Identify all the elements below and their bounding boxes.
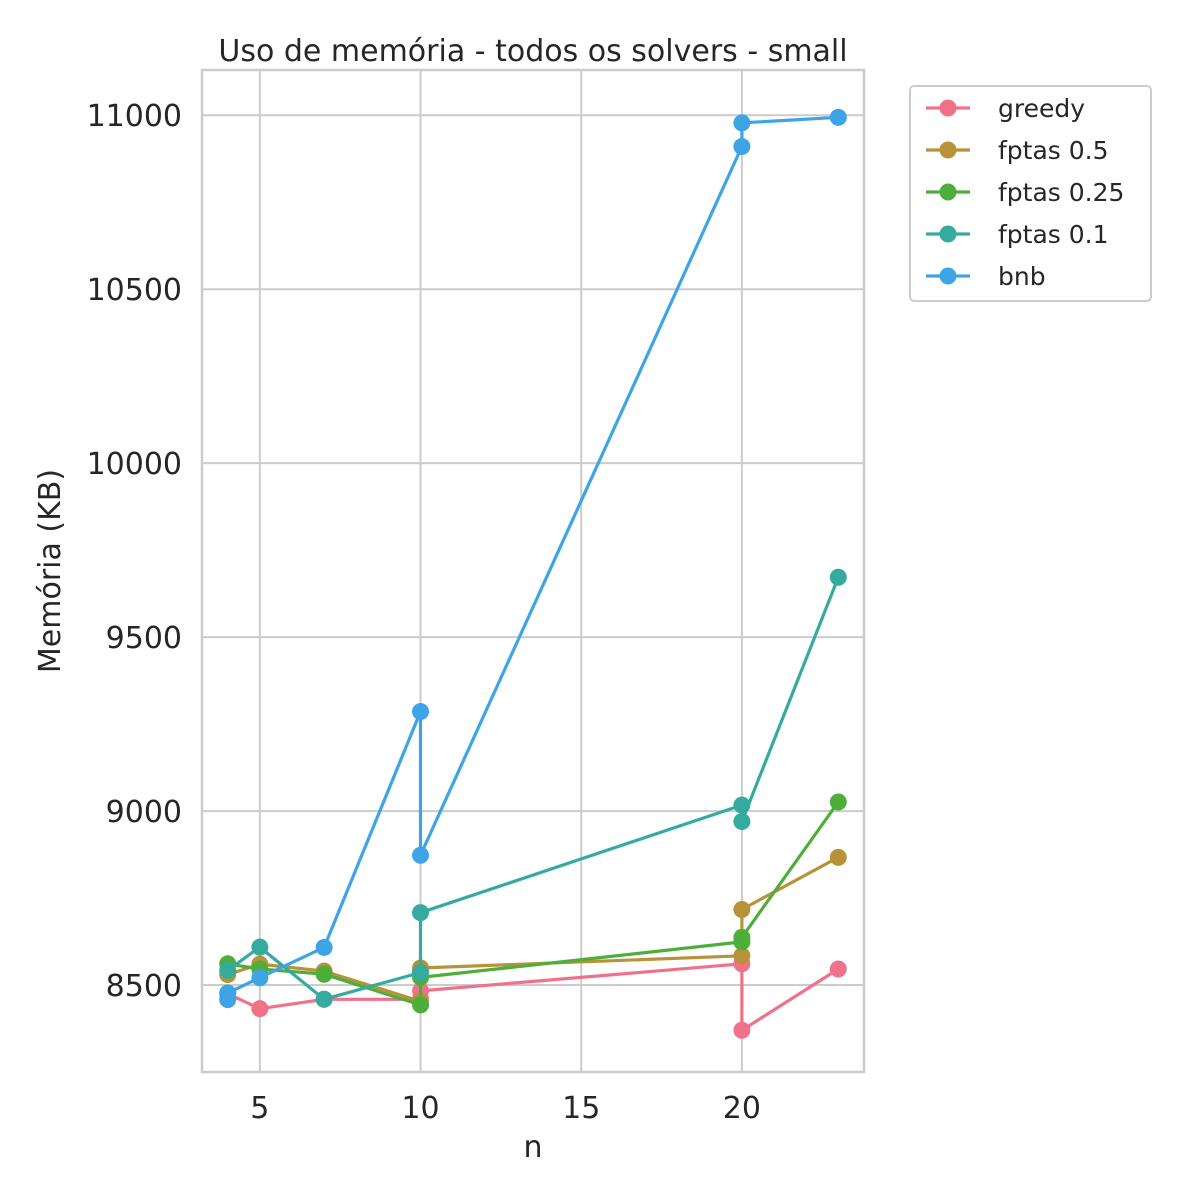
data-point — [219, 984, 237, 1002]
series-greedy — [219, 955, 847, 1039]
data-point — [315, 965, 333, 983]
legend-entry: fptas 0.5 — [926, 136, 1109, 165]
data-point — [829, 848, 847, 866]
data-point — [733, 138, 751, 156]
data-point — [733, 1021, 751, 1039]
y-tick-label: 8500 — [106, 969, 182, 1004]
y-tick-label: 11000 — [87, 99, 182, 134]
data-point — [829, 793, 847, 811]
data-point — [829, 108, 847, 126]
legend-marker — [939, 141, 957, 159]
chart-title: Uso de memória - todos os solvers - smal… — [218, 34, 847, 69]
x-tick-label: 10 — [401, 1091, 439, 1126]
data-point — [412, 963, 430, 981]
x-tick-label: 20 — [723, 1091, 761, 1126]
data-point — [829, 568, 847, 586]
data-point — [219, 961, 237, 979]
plot-frame — [200, 68, 866, 1074]
legend-entry: fptas 0.25 — [926, 178, 1124, 207]
data-point — [251, 1000, 269, 1018]
legend-marker — [939, 99, 957, 117]
data-point — [412, 904, 430, 922]
series-bnb — [219, 108, 847, 1009]
data-point — [733, 901, 751, 919]
x-tick-labels: 5 10 15 20 — [250, 1091, 761, 1126]
series-fptas-0-1 — [219, 568, 847, 1008]
series-fptas-0-5 — [219, 848, 847, 1010]
legend-marker — [939, 183, 957, 201]
data-point — [733, 928, 751, 946]
data-point — [829, 960, 847, 978]
y-tick-label: 10500 — [87, 273, 182, 308]
legend: greedy fptas 0.5 fptas 0.25 fptas 0.1 bnb — [909, 85, 1152, 302]
series-layer — [219, 108, 847, 1039]
data-point — [315, 938, 333, 956]
x-tick-label: 5 — [250, 1091, 269, 1126]
legend-marker — [939, 267, 957, 285]
x-axis-label: n — [523, 1130, 542, 1165]
data-point — [412, 996, 430, 1014]
data-point — [733, 114, 751, 132]
y-tick-label: 10000 — [87, 447, 182, 482]
y-tick-label: 9000 — [106, 795, 182, 830]
data-point — [251, 969, 269, 987]
series-line — [226, 115, 840, 1002]
legend-label: greedy — [998, 94, 1085, 123]
y-tick-labels: 8500 9000 9500 10000 10500 11000 — [87, 99, 182, 1004]
data-point — [251, 938, 269, 956]
y-tick-label: 9500 — [106, 621, 182, 656]
legend-label: fptas 0.25 — [998, 178, 1124, 207]
legend-entry: bnb — [926, 262, 1046, 291]
legend-label: fptas 0.1 — [998, 220, 1109, 249]
legend-entry: greedy — [926, 94, 1085, 123]
legend-frame — [909, 85, 1152, 302]
data-point — [733, 947, 751, 965]
legend-entry: fptas 0.1 — [926, 220, 1109, 249]
data-point — [412, 846, 430, 864]
grid — [202, 70, 864, 1072]
data-point — [733, 796, 751, 814]
legend-marker — [939, 225, 957, 243]
legend-label: fptas 0.5 — [998, 136, 1109, 165]
legend-label: bnb — [998, 262, 1046, 291]
data-point — [412, 703, 430, 721]
data-point — [315, 990, 333, 1008]
data-point — [733, 813, 751, 830]
y-axis-label: Memória (KB) — [33, 469, 68, 673]
x-tick-label: 15 — [562, 1091, 600, 1126]
